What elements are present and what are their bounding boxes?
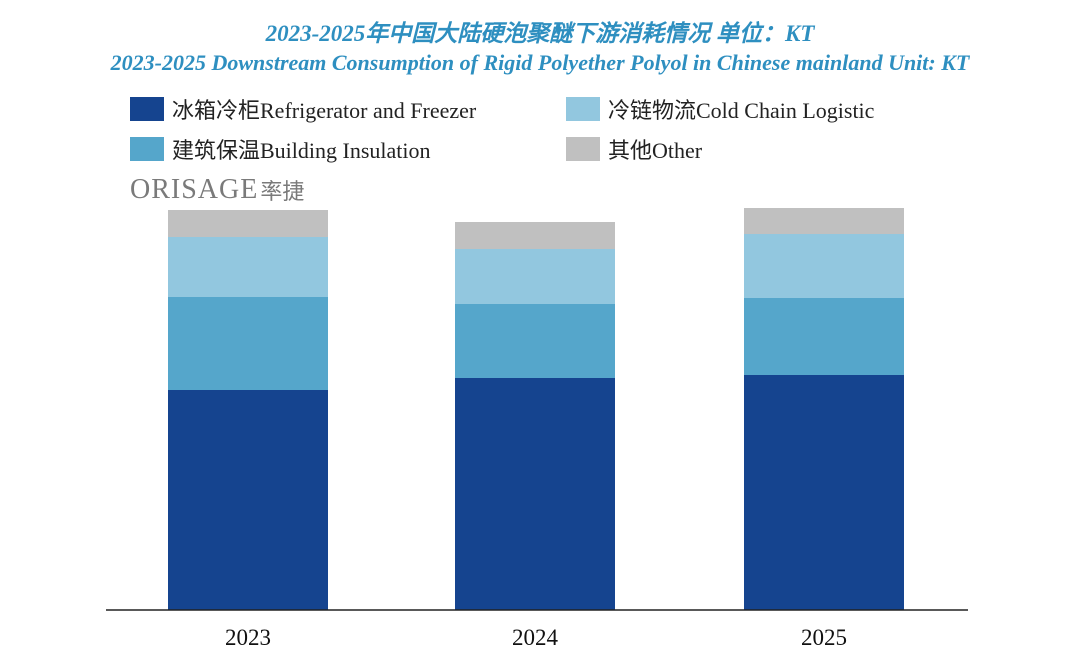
legend-item-other: 其他Other (566, 134, 702, 164)
logo-text: ORISAGE (130, 174, 259, 205)
bar-cold-chain-2025 (744, 234, 904, 298)
brand-logo: ORISAGE 率捷 (130, 172, 304, 208)
legend-label-building: 建筑保温Building Insulation (172, 138, 431, 163)
bar-cold-chain-2024 (455, 249, 615, 304)
chart-subtitle: 2023-2025 Downstream Consumption of Rigi… (110, 50, 970, 75)
legend-swatch-cold-chain (566, 97, 600, 121)
chart-title: 2023-2025年中国大陆硬泡聚醚下游消耗情况 单位：KT (265, 21, 815, 46)
bar-refrigerator-2025 (744, 375, 904, 610)
x-tick-label-2025: 2025 (801, 625, 847, 650)
legend-label-refrigerator: 冰箱冷柜Refrigerator and Freezer (172, 98, 477, 123)
legend-item-building: 建筑保温Building Insulation (130, 134, 431, 164)
x-tick-labels: 2023 2024 2025 (225, 625, 847, 650)
logo-cn: 率捷 (260, 180, 305, 205)
x-tick-label-2023: 2023 (225, 625, 271, 650)
bar-building-2024 (455, 304, 615, 378)
bar-cold-chain-2023 (168, 237, 328, 297)
x-tick-label-2024: 2024 (512, 625, 559, 650)
bar-other-2023 (168, 210, 328, 237)
bar-refrigerator-2024 (455, 378, 615, 610)
bar-building-2023 (168, 297, 328, 390)
legend-swatch-building (130, 137, 164, 161)
legend-item-refrigerator: 冰箱冷柜Refrigerator and Freezer (130, 94, 476, 124)
legend-swatch-other (566, 137, 600, 161)
bar-refrigerator-2023 (168, 390, 328, 610)
legend-swatch-refrigerator (130, 97, 164, 121)
legend-label-cold-chain: 冷链物流Cold Chain Logistic (608, 98, 875, 123)
legend-label-other: 其他Other (608, 138, 703, 163)
bar-other-2024 (455, 222, 615, 249)
legend-item-cold-chain: 冷链物流Cold Chain Logistic (566, 94, 874, 124)
bars-layer (168, 208, 904, 610)
bar-building-2025 (744, 298, 904, 375)
bar-other-2025 (744, 208, 904, 234)
